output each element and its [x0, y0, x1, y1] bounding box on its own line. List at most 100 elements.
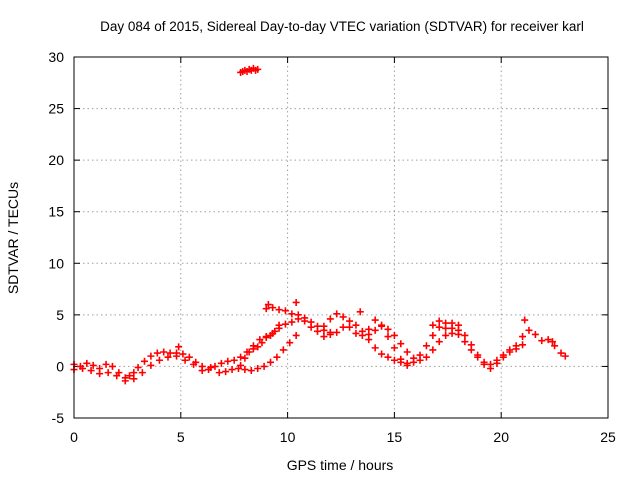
- data-point: [249, 345, 257, 353]
- data-point: [551, 342, 559, 350]
- data-point: [435, 323, 443, 331]
- data-point: [474, 353, 482, 361]
- data-point: [493, 359, 501, 367]
- data-point: [138, 369, 146, 377]
- y-tick-label: 25: [48, 101, 64, 117]
- data-point: [333, 310, 341, 318]
- data-point: [339, 323, 347, 331]
- data-point: [525, 326, 533, 334]
- data-point: [134, 363, 142, 371]
- data-point: [461, 331, 469, 339]
- data-point: [384, 325, 392, 333]
- data-point: [429, 331, 437, 339]
- data-point: [435, 317, 443, 325]
- data-point: [352, 329, 360, 337]
- data-point: [267, 358, 275, 366]
- data-point: [346, 323, 354, 331]
- data-point: [358, 327, 366, 335]
- data-point: [538, 337, 546, 345]
- data-point: [339, 313, 347, 321]
- data-point: [264, 301, 272, 309]
- data-point: [269, 304, 277, 312]
- data-point: [175, 343, 183, 351]
- data-point: [531, 330, 539, 338]
- x-tick-label: 25: [600, 429, 616, 445]
- data-point: [557, 349, 565, 357]
- data-point: [130, 369, 138, 377]
- data-point: [307, 318, 315, 326]
- data-point: [254, 65, 262, 73]
- data-point: [155, 356, 163, 364]
- data-point: [211, 362, 219, 370]
- data-point: [153, 349, 161, 357]
- data-point: [237, 353, 245, 361]
- data-point: [241, 366, 249, 374]
- data-point: [185, 353, 193, 361]
- data-point: [160, 348, 168, 356]
- data-point: [429, 321, 437, 329]
- y-tick-label: 15: [48, 204, 64, 220]
- data-point: [378, 350, 386, 358]
- data-point: [140, 357, 148, 365]
- data-point: [326, 330, 334, 338]
- data-point: [384, 333, 392, 341]
- data-point: [260, 362, 268, 370]
- data-point: [254, 364, 262, 372]
- data-point: [281, 307, 289, 315]
- data-point: [512, 345, 520, 353]
- data-point: [288, 310, 296, 318]
- data-point: [96, 370, 104, 378]
- plot-frame: [73, 56, 609, 419]
- data-point: [237, 361, 245, 369]
- data-point: [164, 353, 172, 361]
- data-point: [442, 331, 450, 339]
- data-point: [104, 369, 112, 377]
- data-point: [365, 330, 373, 338]
- data-point: [480, 360, 488, 368]
- x-tick-label: 0: [70, 429, 78, 445]
- data-point: [198, 367, 206, 375]
- data-point: [79, 364, 87, 372]
- data-point: [121, 377, 129, 385]
- data-point: [245, 348, 253, 356]
- data-point: [333, 328, 341, 336]
- data-point: [267, 331, 275, 339]
- data-point: [166, 349, 174, 357]
- data-point: [390, 331, 398, 339]
- data-point: [390, 356, 398, 364]
- data-point: [326, 315, 334, 323]
- y-tick-label: 20: [48, 152, 64, 168]
- data-point: [294, 311, 302, 319]
- data-point: [254, 343, 262, 351]
- data-point: [314, 322, 322, 330]
- data-point: [181, 356, 189, 364]
- chart-title: Day 084 of 2015, Sidereal Day-to-day VTE…: [100, 19, 584, 34]
- data-point: [487, 364, 495, 372]
- data-point: [467, 346, 475, 354]
- data-point: [275, 306, 283, 314]
- data-point: [87, 367, 95, 375]
- data-point: [442, 319, 450, 327]
- data-point: [224, 357, 232, 365]
- data-point: [241, 354, 249, 362]
- x-tick-label: 15: [387, 429, 403, 445]
- data-point: [83, 359, 91, 367]
- data-point: [286, 339, 294, 347]
- data-point: [262, 305, 270, 313]
- data-point: [108, 362, 116, 370]
- data-points: [70, 64, 569, 385]
- data-point: [89, 361, 97, 369]
- y-tick-label: 10: [48, 255, 64, 271]
- data-point: [416, 356, 424, 364]
- y-tick-label: 0: [56, 358, 64, 374]
- data-point: [273, 353, 281, 361]
- data-point: [126, 372, 134, 380]
- data-point: [215, 369, 223, 377]
- data-point: [230, 356, 238, 364]
- y-tick-label: 30: [48, 49, 64, 65]
- data-point: [410, 354, 418, 362]
- data-point: [288, 318, 296, 326]
- data-point: [281, 320, 289, 328]
- data-point: [173, 352, 181, 360]
